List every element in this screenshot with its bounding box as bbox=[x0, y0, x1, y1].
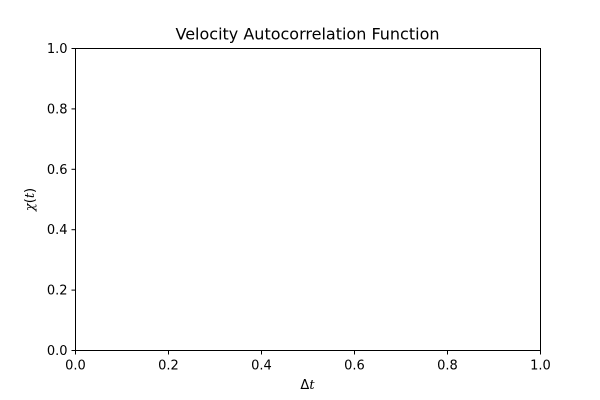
y-tick-label: 0.4 bbox=[47, 223, 68, 238]
x-tick-label: 0.0 bbox=[65, 359, 86, 374]
x-tick-label: 0.2 bbox=[158, 359, 179, 374]
y-axis-label-chi: χ bbox=[23, 202, 38, 212]
y-tick-label: 0.8 bbox=[47, 102, 68, 117]
x-tick-label: 1.0 bbox=[530, 359, 551, 374]
plot-area-frame bbox=[75, 48, 541, 351]
y-axis-ticks: 0.0 0.2 0.4 0.6 0.8 1.0 bbox=[47, 42, 76, 359]
x-axis-label-t: t bbox=[309, 378, 315, 393]
x-axis-label-delta: Δ bbox=[300, 378, 309, 393]
y-axis-label-open-paren: ( bbox=[23, 198, 38, 203]
y-tick-label: 0.2 bbox=[47, 284, 68, 299]
y-tick-label: 0.0 bbox=[47, 344, 68, 359]
y-axis-label-close-paren: ) bbox=[23, 188, 38, 193]
chart-title: Velocity Autocorrelation Function bbox=[176, 25, 440, 44]
x-tick-label: 0.8 bbox=[437, 359, 458, 374]
y-tick-label: 0.6 bbox=[47, 163, 68, 178]
y-axis-label-t: t bbox=[23, 192, 38, 198]
y-tick-label: 1.0 bbox=[47, 42, 68, 57]
y-axis-label-group: χ(t) bbox=[23, 188, 38, 212]
y-axis-label: χ(t) bbox=[23, 188, 38, 212]
x-axis-label: Δt bbox=[300, 378, 315, 393]
x-tick-label: 0.4 bbox=[251, 359, 272, 374]
x-axis-ticks: 0.0 0.2 0.4 0.6 0.8 1.0 bbox=[65, 350, 551, 374]
x-tick-label: 0.6 bbox=[344, 359, 365, 374]
